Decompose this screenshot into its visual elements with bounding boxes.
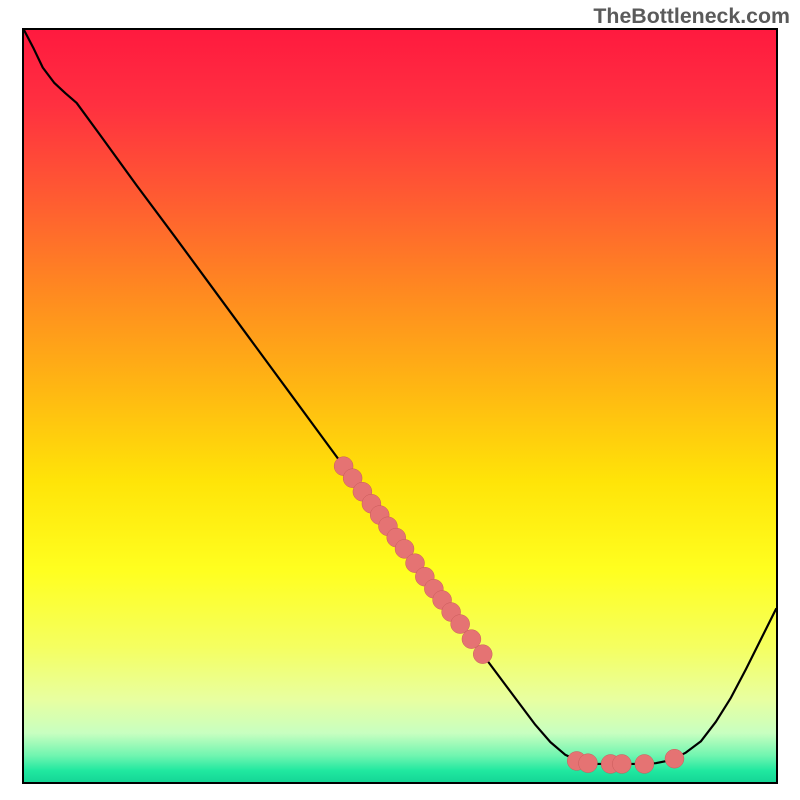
plot-area <box>22 28 778 784</box>
data-point <box>635 755 654 774</box>
data-point <box>579 754 598 773</box>
data-point <box>665 749 684 768</box>
data-point <box>473 645 492 664</box>
attribution-text: TheBottleneck.com <box>593 4 790 29</box>
plot-svg <box>24 30 776 782</box>
data-point <box>612 755 631 774</box>
chart-container: TheBottleneck.com <box>0 0 800 800</box>
bottleneck-curve <box>24 30 776 764</box>
